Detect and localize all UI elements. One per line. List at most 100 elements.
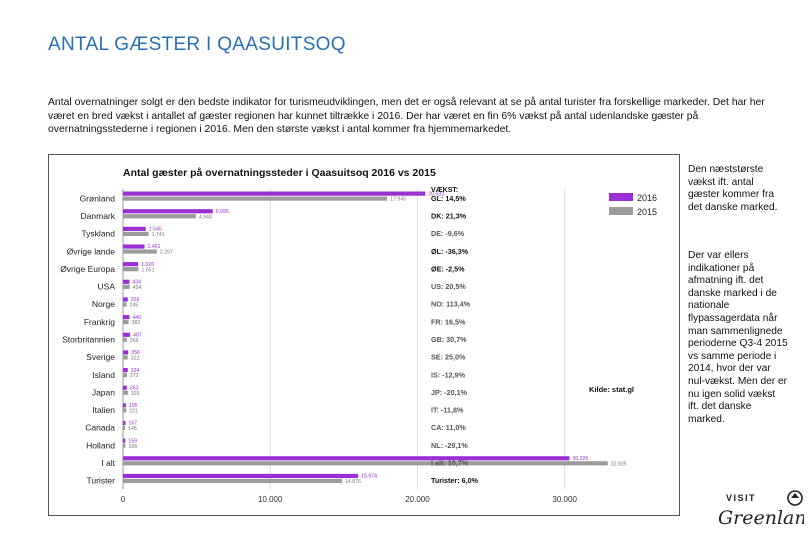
bar-2016 [123,262,139,267]
bar-2015 [123,355,128,360]
bar-2016 [123,473,359,479]
svg-text:Greenland: Greenland [718,507,804,529]
data-label-2016: 434 [132,280,141,286]
legend-label-2016: 2016 [637,193,657,203]
intro-paragraph: Antal overnatninger solgt er den bedste … [48,97,765,135]
x-tick-label: 0 [121,495,126,504]
data-label-2016: 326 [131,297,140,303]
category-label: Tyskland [81,229,115,239]
growth-label: DE: -9,6% [431,229,465,238]
data-label-2016: 30.326 [572,456,588,462]
bar-2015 [123,443,126,448]
bar-2016 [123,209,213,214]
data-label-2015: 454 [133,285,142,291]
category-label: Storbritannien [62,335,115,345]
growth-label: I alt: 10,7% [431,459,469,468]
data-label-2015: 322 [131,356,140,362]
data-label-2016: 263 [130,385,139,391]
chart-frame: Antal gæster på overnatningssteder i Qaa… [48,154,680,516]
bar-2015 [123,461,608,466]
data-label-2016: 1.461 [148,244,161,250]
data-label-2015: 1.741 [152,232,165,238]
category-label: Turister [87,476,116,486]
growth-label: GL: 14,5% [431,194,466,203]
category-label: Island [92,370,115,380]
visit-greenland-logo: VISIT Greenland [716,488,810,536]
data-label-2016: 324 [131,368,140,374]
category-label: Grønland [80,193,116,203]
data-label-2016: 440 [132,315,141,321]
bar-2015 [123,214,196,219]
bar-2016 [123,297,128,302]
growth-header: VÆKST: [431,187,458,194]
bar-2016 [123,315,130,320]
side-note-danish-growth: Den næststørste vækst ift. antal gæster … [688,164,778,213]
page-title: ANTAL GÆSTER I QAASUITSOQ [48,34,346,55]
bar-2016 [123,367,128,373]
bar-2016 [123,420,126,426]
data-label-2015: 245 [130,303,139,309]
growth-label: JP: -20,1% [431,388,468,397]
data-label-2016: 15.974 [361,474,377,480]
bar-2015 [123,390,128,395]
x-tick-label: 10.000 [258,495,283,504]
growth-label: NL: -29,1% [431,441,468,450]
bar-2015 [123,267,139,272]
data-label-2015: 221 [129,408,138,414]
data-label-2016: 20.532 [428,191,444,197]
category-label: Øvrige Europa [60,264,115,274]
bar-2016 [123,456,570,461]
bar-2016 [123,226,146,231]
bar-2016 [123,191,426,196]
data-label-2016: 356 [131,350,140,356]
x-tick-label: 30.000 [552,495,577,504]
data-label-2015: 272 [130,373,139,379]
data-label-2015: 145 [128,426,137,432]
x-tick-label: 20.000 [405,495,430,504]
data-label-2015: 32.925 [611,461,627,467]
growth-label: IS: -12,9% [431,370,466,379]
growth-label: CA: 11,0% [431,423,466,432]
data-label-2015: 329 [131,391,140,397]
category-label: Øvrige lande [67,246,115,256]
bar-2015 [123,302,127,307]
growth-label: NO: 113,4% [431,300,471,309]
bar-2016 [123,279,130,284]
growth-label: ØE: -2,5% [431,264,465,273]
bar-2016 [123,350,129,355]
growth-label: SE: 25,0% [431,353,466,362]
data-label-2016: 1.545 [149,227,162,233]
growth-label: FR: 16,5% [431,317,466,326]
growth-label: ØL: -36,3% [431,247,469,256]
data-label-2015: 266 [130,338,139,344]
bar-2015 [123,337,127,342]
data-label-2016: 1.026 [141,262,154,268]
data-label-2015: 14.876 [345,479,361,485]
category-label: Sverige [86,352,115,362]
data-label-2015: 2.297 [160,250,173,256]
category-label: Japan [92,387,115,397]
data-label-2015: 17.945 [390,197,406,203]
legend-swatch-2015 [609,207,633,215]
bar-2015 [123,478,343,484]
category-label: Canada [85,423,115,433]
category-label: Italien [92,405,115,415]
svg-text:VISIT: VISIT [726,493,756,503]
bar-2015 [123,372,128,378]
data-label-2015: 382 [132,320,141,326]
bar-2016 [123,244,145,249]
category-label: USA [98,282,116,292]
category-label: Danmark [81,211,116,221]
data-label-2016: 195 [129,403,138,409]
data-label-2016: 167 [128,421,137,427]
bar-2015 [123,408,127,413]
guest-bar-chart: Antal gæster på overnatningssteder i Qaa… [60,167,657,504]
legend-swatch-2016 [609,193,633,201]
category-label: Frankrig [84,317,115,327]
data-label-2016: 487 [133,332,142,338]
category-label: Holland [86,440,115,450]
growth-label: DK: 21,3% [431,211,467,220]
data-label-2016: 6.095 [216,209,229,215]
bar-2016 [123,385,127,390]
bar-2015 [123,249,157,254]
